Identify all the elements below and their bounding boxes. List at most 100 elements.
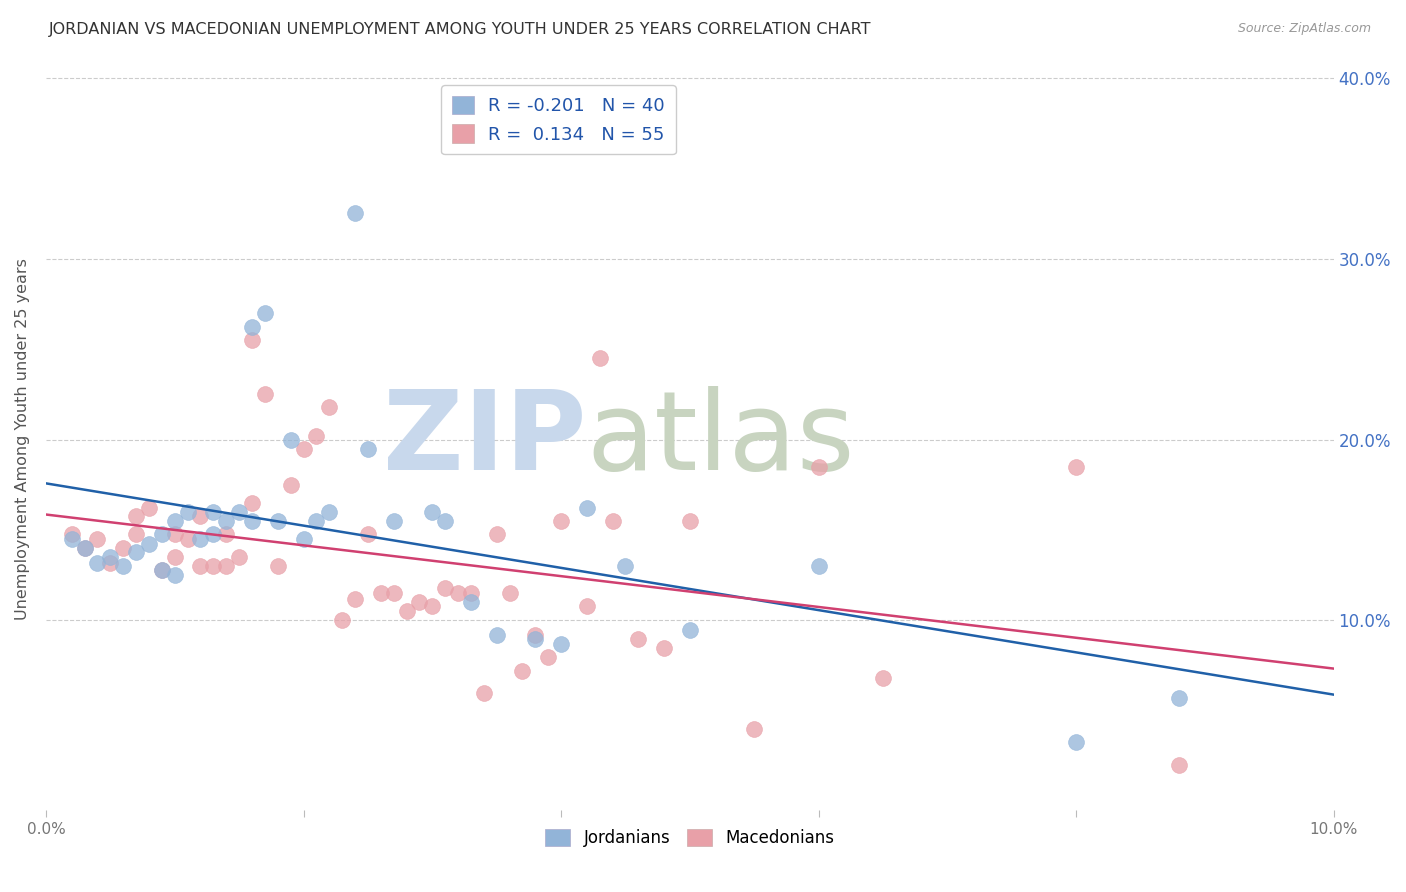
Point [447, 586, 470, 600]
Point [163, 550, 186, 565]
Point [434, 514, 457, 528]
Point [318, 505, 340, 519]
Point [215, 559, 238, 574]
Point [498, 586, 520, 600]
Point [163, 568, 186, 582]
Point [395, 604, 418, 618]
Point [73, 541, 96, 555]
Point [318, 400, 340, 414]
Point [550, 514, 572, 528]
Point [190, 532, 212, 546]
Point [98, 556, 121, 570]
Point [280, 477, 302, 491]
Point [575, 501, 598, 516]
Point [253, 387, 276, 401]
Point [163, 526, 186, 541]
Point [652, 640, 675, 655]
Point [512, 664, 534, 678]
Point [589, 351, 612, 365]
Point [524, 632, 547, 646]
Text: Source: ZipAtlas.com: Source: ZipAtlas.com [1237, 22, 1371, 36]
Point [112, 541, 135, 555]
Text: ZIP: ZIP [384, 386, 586, 493]
Point [420, 599, 443, 613]
Point [240, 333, 263, 347]
Point [420, 505, 443, 519]
Point [150, 526, 173, 541]
Point [343, 591, 366, 606]
Point [190, 559, 212, 574]
Point [485, 628, 508, 642]
Point [150, 563, 173, 577]
Point [292, 442, 315, 456]
Point [240, 320, 263, 334]
Point [292, 532, 315, 546]
Point [176, 505, 198, 519]
Point [267, 514, 290, 528]
Point [742, 722, 765, 736]
Point [150, 563, 173, 577]
Point [73, 541, 96, 555]
Point [460, 595, 482, 609]
Point [408, 595, 430, 609]
Point [1064, 459, 1087, 474]
Point [434, 581, 457, 595]
Point [679, 623, 702, 637]
Point [343, 206, 366, 220]
Point [460, 586, 482, 600]
Point [305, 514, 328, 528]
Point [524, 628, 547, 642]
Point [112, 559, 135, 574]
Point [357, 442, 380, 456]
Point [202, 559, 225, 574]
Point [472, 686, 495, 700]
Point [550, 637, 572, 651]
Text: JORDANIAN VS MACEDONIAN UNEMPLOYMENT AMONG YOUTH UNDER 25 YEARS CORRELATION CHAR: JORDANIAN VS MACEDONIAN UNEMPLOYMENT AMO… [49, 22, 872, 37]
Point [125, 526, 148, 541]
Point [1168, 758, 1191, 772]
Point [240, 514, 263, 528]
Point [267, 559, 290, 574]
Point [228, 505, 250, 519]
Point [280, 433, 302, 447]
Point [202, 505, 225, 519]
Point [60, 532, 83, 546]
Point [575, 599, 598, 613]
Point [215, 526, 238, 541]
Point [614, 559, 637, 574]
Point [382, 586, 405, 600]
Point [602, 514, 624, 528]
Point [370, 586, 392, 600]
Point [1064, 735, 1087, 749]
Point [202, 526, 225, 541]
Point [190, 508, 212, 523]
Point [807, 459, 830, 474]
Point [138, 537, 160, 551]
Y-axis label: Unemployment Among Youth under 25 years: Unemployment Among Youth under 25 years [15, 259, 30, 621]
Point [679, 514, 702, 528]
Point [86, 556, 108, 570]
Point [125, 508, 148, 523]
Point [807, 559, 830, 574]
Point [176, 532, 198, 546]
Point [382, 514, 405, 528]
Point [330, 614, 353, 628]
Point [537, 649, 560, 664]
Point [125, 545, 148, 559]
Point [228, 550, 250, 565]
Point [627, 632, 650, 646]
Point [86, 532, 108, 546]
Point [872, 672, 894, 686]
Point [215, 514, 238, 528]
Point [138, 501, 160, 516]
Text: atlas: atlas [586, 386, 855, 493]
Point [253, 306, 276, 320]
Point [240, 496, 263, 510]
Point [305, 429, 328, 443]
Point [1168, 691, 1191, 706]
Point [357, 526, 380, 541]
Legend: Jordanians, Macedonians: Jordanians, Macedonians [538, 822, 841, 855]
Point [60, 526, 83, 541]
Point [98, 550, 121, 565]
Point [485, 526, 508, 541]
